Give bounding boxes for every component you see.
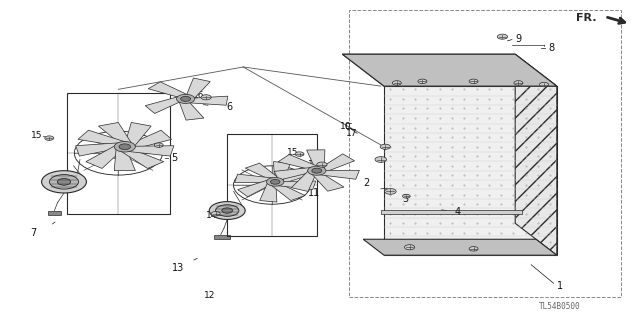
Polygon shape — [245, 163, 279, 179]
Text: 16: 16 — [193, 91, 204, 100]
Text: 12: 12 — [204, 291, 215, 300]
Text: 9: 9 — [515, 34, 522, 44]
Polygon shape — [125, 122, 151, 146]
Text: TL54B0500: TL54B0500 — [539, 302, 581, 311]
Circle shape — [154, 143, 163, 147]
Circle shape — [216, 205, 239, 216]
Polygon shape — [260, 183, 277, 202]
Text: 6: 6 — [226, 102, 232, 112]
Polygon shape — [179, 101, 204, 120]
Polygon shape — [188, 96, 228, 105]
Circle shape — [497, 34, 508, 39]
Polygon shape — [48, 211, 61, 215]
Circle shape — [45, 136, 54, 140]
Text: 13: 13 — [172, 263, 184, 273]
Polygon shape — [273, 162, 291, 181]
Circle shape — [211, 211, 220, 216]
Polygon shape — [364, 239, 557, 255]
Text: 5: 5 — [171, 153, 177, 163]
Circle shape — [177, 94, 195, 103]
Polygon shape — [307, 150, 325, 169]
Text: 16: 16 — [308, 160, 319, 169]
Circle shape — [180, 96, 191, 101]
Circle shape — [385, 189, 396, 194]
Circle shape — [42, 171, 86, 193]
Text: 11: 11 — [307, 188, 320, 198]
Circle shape — [201, 95, 211, 100]
Circle shape — [295, 152, 304, 156]
Bar — [381, 210, 522, 214]
Circle shape — [514, 81, 523, 85]
Circle shape — [271, 180, 280, 184]
Circle shape — [404, 245, 415, 250]
Polygon shape — [342, 54, 557, 86]
Polygon shape — [78, 130, 126, 145]
Polygon shape — [86, 145, 121, 168]
Text: FR.: FR. — [576, 13, 596, 23]
Text: 15: 15 — [287, 148, 298, 157]
Text: 14: 14 — [146, 138, 157, 147]
Circle shape — [222, 208, 232, 213]
Bar — [349, 10, 621, 297]
Text: 14: 14 — [205, 211, 217, 220]
Polygon shape — [312, 174, 344, 191]
Circle shape — [312, 168, 322, 173]
Polygon shape — [321, 154, 355, 173]
Circle shape — [119, 144, 131, 150]
Polygon shape — [235, 174, 273, 183]
Polygon shape — [274, 167, 312, 180]
Circle shape — [266, 177, 284, 186]
Polygon shape — [145, 97, 180, 114]
Circle shape — [403, 194, 410, 198]
Polygon shape — [214, 235, 230, 239]
Polygon shape — [291, 171, 316, 191]
Bar — [227, 134, 317, 236]
Polygon shape — [76, 143, 120, 156]
Circle shape — [308, 166, 326, 175]
Polygon shape — [120, 149, 164, 168]
Polygon shape — [280, 167, 313, 184]
Polygon shape — [99, 122, 132, 144]
Circle shape — [115, 142, 136, 152]
Circle shape — [469, 79, 478, 84]
Circle shape — [49, 174, 79, 189]
Text: 4: 4 — [454, 207, 461, 217]
Text: 2: 2 — [364, 178, 370, 189]
Text: 7: 7 — [30, 228, 36, 238]
Polygon shape — [384, 86, 557, 255]
Polygon shape — [187, 78, 211, 99]
Circle shape — [469, 247, 478, 251]
Circle shape — [540, 82, 548, 87]
Polygon shape — [319, 170, 360, 179]
Polygon shape — [278, 154, 319, 169]
Polygon shape — [131, 130, 172, 150]
Circle shape — [317, 162, 327, 167]
Text: 8: 8 — [548, 43, 555, 54]
Circle shape — [375, 157, 387, 162]
Polygon shape — [271, 184, 305, 201]
Polygon shape — [148, 82, 188, 97]
Circle shape — [418, 79, 427, 84]
Bar — [67, 93, 170, 214]
Polygon shape — [115, 149, 136, 171]
Polygon shape — [515, 54, 557, 255]
Polygon shape — [237, 180, 270, 197]
Circle shape — [58, 178, 70, 185]
Text: 3: 3 — [402, 194, 408, 204]
Polygon shape — [277, 181, 316, 189]
Polygon shape — [342, 54, 557, 86]
Circle shape — [380, 144, 390, 149]
Text: 15: 15 — [31, 131, 43, 140]
Circle shape — [392, 81, 401, 85]
Text: 10: 10 — [340, 122, 351, 131]
Text: 17: 17 — [346, 129, 357, 138]
Polygon shape — [127, 146, 174, 156]
Circle shape — [209, 202, 245, 219]
Text: 1: 1 — [557, 280, 563, 291]
